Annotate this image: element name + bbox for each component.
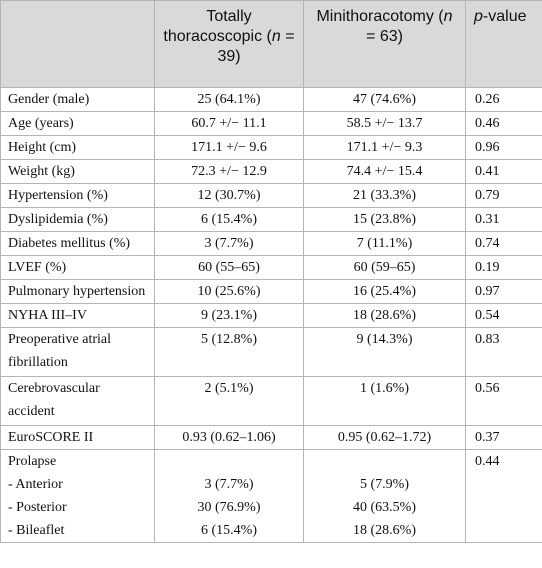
cell: 7 (11.1%)	[303, 231, 466, 256]
spacer	[162, 450, 296, 473]
cell: 3 (7.7%)	[154, 231, 304, 256]
table-row: Hypertension (%) 12 (30.7%) 21 (33.3%) 0.79	[0, 183, 542, 208]
table-row: Dyslipidemia (%) 6 (15.4%) 15 (23.8%) 0.31	[0, 207, 542, 232]
cell-line: 30 (76.9%)	[197, 500, 261, 515]
row-label: Hypertension (%)	[0, 183, 155, 208]
cell: 60 (59–65)	[303, 255, 466, 280]
cell: 9 (23.1%)	[154, 303, 304, 328]
cell: 0.74	[465, 231, 542, 256]
cell: 0.41	[465, 159, 542, 184]
cell-line: 40 (63.5%)	[353, 500, 416, 515]
data-table: Totally thoracoscopic (n = 39) Minithorac…	[0, 0, 542, 543]
cell: 2 (5.1%)	[154, 376, 304, 426]
cell: 0.95 (0.62–1.72)	[303, 425, 466, 450]
table-row: Preoperative atrial fibrillation 5 (12.8%…	[0, 327, 542, 377]
cell: 0.46	[465, 111, 542, 136]
cell: 18 (28.6%)	[303, 303, 466, 328]
table-row: Prolapse - Anterior - Posterior - Bileaflet…	[0, 449, 542, 543]
header-text: Totally thoracoscopic (	[163, 8, 272, 45]
cell: 6 (15.4%)	[154, 207, 304, 232]
cell: 0.56	[465, 376, 542, 426]
cell: 60.7 +/− 11.1	[154, 111, 304, 136]
table-row: Diabetes mellitus (%) 3 (7.7%) 7 (11.1%) 0.…	[0, 231, 542, 256]
row-label: Cerebrovascular accident	[0, 376, 155, 426]
row-label: Prolapse - Anterior - Posterior - Bileaflet	[0, 449, 155, 543]
cell: 0.26	[465, 87, 542, 112]
sub-label: - Anterior	[8, 477, 63, 492]
row-label: Preoperative atrial fibrillation	[0, 327, 155, 377]
cell: 0.96	[465, 135, 542, 160]
cell: 9 (14.3%)	[303, 327, 466, 377]
row-label: Pulmonary hypertension	[0, 279, 155, 304]
cell: 21 (33.3%)	[303, 183, 466, 208]
cell: 0.19	[465, 255, 542, 280]
row-label: Gender (male)	[0, 87, 155, 112]
cell: 171.1 +/− 9.6	[154, 135, 304, 160]
table-row: LVEF (%) 60 (55–65) 60 (59–65) 0.19	[0, 255, 542, 280]
cell-line: 6 (15.4%)	[201, 523, 257, 538]
cell-line: 3 (7.7%)	[204, 477, 254, 492]
cell: 0.83	[465, 327, 542, 377]
header-cell: p-value	[465, 0, 542, 88]
header-cell	[0, 0, 155, 88]
cell: 16 (25.4%)	[303, 279, 466, 304]
cell-line: 18 (28.6%)	[353, 523, 416, 538]
cell: 0.79	[465, 183, 542, 208]
header-text: -value	[482, 8, 527, 25]
header-text: = 39)	[217, 28, 295, 65]
sub-label: - Posterior	[8, 500, 67, 515]
cell: 60 (55–65)	[154, 255, 304, 280]
cell: 0.31	[465, 207, 542, 232]
cell: 0.93 (0.62–1.06)	[154, 425, 304, 450]
cell: 15 (23.8%)	[303, 207, 466, 232]
row-label: Dyslipidemia (%)	[0, 207, 155, 232]
cell: 74.4 +/− 15.4	[303, 159, 466, 184]
label-line: Prolapse	[8, 454, 57, 469]
spacer	[311, 450, 458, 473]
cell: 25 (64.1%)	[154, 87, 304, 112]
cell: 5 (7.9%) 40 (63.5%) 18 (28.6%)	[303, 449, 466, 543]
row-label: EuroSCORE II	[0, 425, 155, 450]
header-text: Minithoracotomy (	[316, 8, 444, 25]
header-text: p	[474, 8, 483, 25]
table-row: Weight (kg) 72.3 +/− 12.9 74.4 +/− 15.4 0.4…	[0, 159, 542, 184]
cell: 47 (74.6%)	[303, 87, 466, 112]
header-text: n	[443, 8, 453, 25]
table-row: EuroSCORE II 0.93 (0.62–1.06) 0.95 (0.62–1…	[0, 425, 542, 450]
cell: 12 (30.7%)	[154, 183, 304, 208]
header-cell: Totally thoracoscopic (n = 39)	[154, 0, 304, 88]
cell: 171.1 +/− 9.3	[303, 135, 466, 160]
table-row: Pulmonary hypertension 10 (25.6%) 16 (25.4…	[0, 279, 542, 304]
cell: 0.37	[465, 425, 542, 450]
cell: 72.3 +/− 12.9	[154, 159, 304, 184]
cell: 0.44	[465, 449, 542, 543]
header-cell: Minithoracotomy (n = 63)	[303, 0, 466, 88]
row-label: LVEF (%)	[0, 255, 155, 280]
row-label: Height (cm)	[0, 135, 155, 160]
cell: 0.54	[465, 303, 542, 328]
sub-label: - Bileaflet	[8, 523, 65, 538]
table-row: Height (cm) 171.1 +/− 9.6 171.1 +/− 9.3 0.9…	[0, 135, 542, 160]
cell: 10 (25.6%)	[154, 279, 304, 304]
header-text: n	[271, 28, 281, 45]
cell: 0.97	[465, 279, 542, 304]
cell: 1 (1.6%)	[303, 376, 466, 426]
table-row: Gender (male) 25 (64.1%) 47 (74.6%) 0.26	[0, 87, 542, 112]
row-label: Diabetes mellitus (%)	[0, 231, 155, 256]
row-label: Age (years)	[0, 111, 155, 136]
cell: 58.5 +/− 13.7	[303, 111, 466, 136]
table-row: Cerebrovascular accident 2 (5.1%) 1 (1.6%)…	[0, 376, 542, 426]
cell-line: 5 (7.9%)	[360, 477, 409, 492]
row-label: NYHA III–IV	[0, 303, 155, 328]
header-row: Totally thoracoscopic (n = 39) Minithorac…	[0, 0, 542, 88]
table-body: Gender (male) 25 (64.1%) 47 (74.6%) 0.26 Age…	[0, 87, 542, 543]
header-text: = 63)	[366, 28, 403, 45]
cell: 5 (12.8%)	[154, 327, 304, 377]
table-row: Age (years) 60.7 +/− 11.1 58.5 +/− 13.7 0.4…	[0, 111, 542, 136]
row-label: Weight (kg)	[0, 159, 155, 184]
table-row: NYHA III–IV 9 (23.1%) 18 (28.6%) 0.54	[0, 303, 542, 328]
cell: 3 (7.7%) 30 (76.9%) 6 (15.4%)	[154, 449, 304, 543]
